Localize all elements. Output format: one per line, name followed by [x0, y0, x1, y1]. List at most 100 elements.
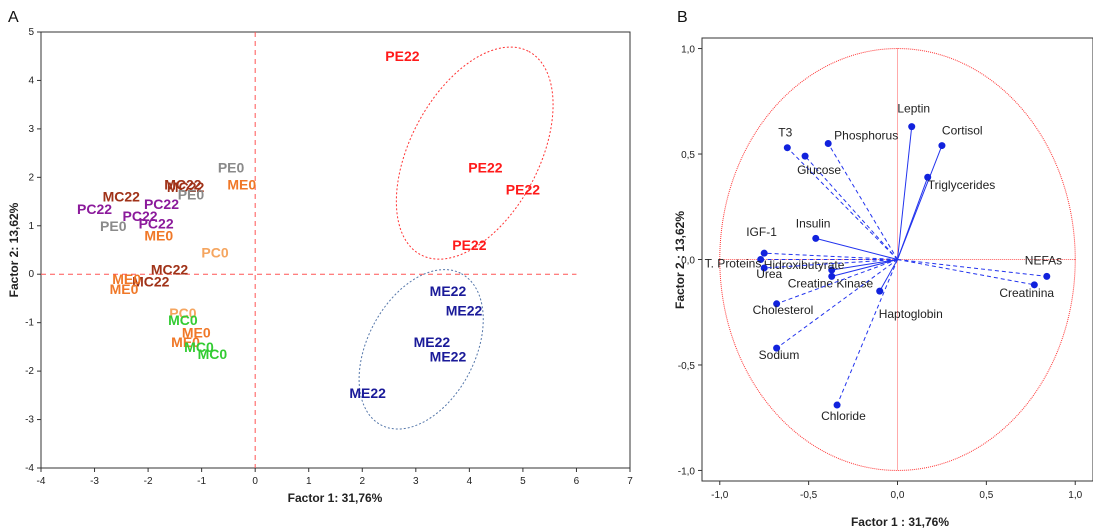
- variable-label: T. Proteins: [705, 257, 762, 271]
- variable-point: [908, 123, 916, 131]
- panel-a-y-axis-label: Factor 2: 13,62%: [7, 202, 21, 297]
- x-tick-label: -2: [144, 476, 153, 487]
- variable-label: Insulin: [796, 216, 831, 230]
- x-tick-label: 3: [413, 476, 419, 487]
- point-label: PC0: [201, 244, 228, 260]
- y-tick-label: 1: [28, 221, 34, 232]
- variable-point: [801, 152, 809, 160]
- panel-a-label: A: [8, 9, 19, 26]
- variable-point: [828, 272, 836, 280]
- panel-b-variable-plot: B -1,0 -0,5 0,0 0,5 1,0 -1,0 -0,5 0,0 0,5 1,0 T3 G…: [673, 9, 1093, 529]
- variable-label: T3: [778, 126, 792, 140]
- variable-vector: [827, 143, 898, 260]
- variable-point: [760, 264, 768, 272]
- variable-vector: [786, 147, 898, 260]
- point-label: ME0: [182, 324, 211, 340]
- y-tick-label: -3: [25, 415, 34, 426]
- x-tick-label: -1,0: [711, 490, 729, 501]
- x-tick-label: -0,5: [800, 490, 818, 501]
- x-tick-label: 1,0: [1068, 490, 1082, 501]
- point-label: MC0: [168, 312, 198, 328]
- x-tick-label: 1: [306, 476, 312, 487]
- variable-vector: [897, 259, 1035, 286]
- point-label: PC22: [123, 208, 158, 224]
- y-tick-label: 2: [28, 172, 34, 183]
- variable-vector: [897, 126, 913, 260]
- variable-label: IGF-1: [746, 225, 777, 239]
- variable-point: [783, 144, 791, 152]
- y-tick-label: -0,5: [678, 361, 696, 372]
- variable-label: Urea: [756, 267, 782, 281]
- x-tick-label: 0: [252, 476, 258, 487]
- y-tick-label: -1,0: [678, 466, 696, 477]
- x-tick-label: 7: [627, 476, 633, 487]
- panel-a-points: PE22PE22PE22PE22ME22ME22ME22ME22ME22PE0M…: [77, 48, 540, 401]
- variable-vector: [831, 259, 898, 271]
- y-tick-label: 4: [28, 75, 34, 86]
- variable-label: Triglycerides: [928, 178, 996, 192]
- point-label: MC22: [167, 179, 205, 195]
- x-tick-label: 0,0: [891, 490, 905, 501]
- variable-point: [757, 256, 765, 263]
- x-tick-label: 2: [359, 476, 365, 487]
- variable-vector: [815, 237, 898, 260]
- point-label: PE22: [468, 160, 502, 176]
- variable-label: Chloride: [821, 409, 866, 423]
- y-tick-label: -1: [25, 318, 34, 329]
- point-label: PE0: [218, 160, 245, 176]
- point-label: ME22: [349, 385, 386, 401]
- variable-label: Creatinina: [999, 286, 1054, 300]
- point-label: ME22: [446, 303, 483, 319]
- point-label: ME22: [430, 283, 467, 299]
- unit-circle: [719, 48, 1076, 471]
- variable-vector: [897, 177, 929, 260]
- point-label: ME0: [112, 271, 141, 287]
- variable-label: Phosphorus: [834, 128, 898, 142]
- variable-vector: [836, 259, 898, 406]
- variable-point: [824, 139, 832, 147]
- variable-vector: [879, 259, 898, 292]
- point-label: ME0: [110, 281, 139, 297]
- x-tick-label: 0,5: [979, 490, 993, 501]
- x-tick-label: -4: [37, 476, 46, 487]
- y-tick-label: 3: [28, 124, 34, 135]
- point-label: MC22: [132, 273, 170, 289]
- point-label: PC22: [144, 196, 179, 212]
- variable-vector: [831, 259, 898, 277]
- variable-label: Creatine Kinase: [788, 276, 874, 290]
- y-tick-label: 5: [28, 27, 34, 38]
- group-ellipse: [395, 46, 554, 260]
- variable-vector: [764, 252, 898, 260]
- panel-a-plot-frame: [40, 31, 631, 469]
- variable-label: Glucose: [797, 163, 841, 177]
- y-tick-label: -4: [25, 463, 34, 474]
- variable-label: Cortisol: [942, 124, 983, 138]
- y-tick-label: 0,0: [681, 256, 695, 267]
- x-tick-label: -3: [90, 476, 99, 487]
- x-tick-label: 4: [467, 476, 473, 487]
- panel-a-ticks: -4 -3 -2 -1 0 1 2 3 4 5 6 7 -4 -3 -2 -1 0 1 2 3 4 5: [25, 27, 633, 487]
- point-label: MC22: [151, 261, 189, 277]
- variable-label: Haptoglobin: [879, 307, 943, 321]
- point-label: ME0: [227, 177, 256, 193]
- point-label: MC0: [184, 339, 214, 355]
- panel-b-vectors: T3 Glucose Phosphorus Leptin Cortisol Triglyc…: [705, 102, 1062, 423]
- x-tick-label: 6: [574, 476, 580, 487]
- variable-vector: [776, 259, 898, 305]
- variable-label: Cholesterol: [753, 303, 814, 317]
- point-label: PE22: [385, 48, 419, 64]
- panel-b-y-axis-label: Factor 2 : 13,62%: [673, 211, 687, 309]
- variable-point: [812, 234, 820, 242]
- variable-label: Leptin: [897, 102, 930, 116]
- point-label: MC0: [198, 346, 228, 362]
- point-label: ME0: [171, 334, 200, 350]
- point-label: PE22: [452, 237, 486, 253]
- variable-label: NEFAs: [1025, 253, 1062, 267]
- point-label: ME22: [430, 349, 467, 365]
- variable-point: [938, 142, 946, 150]
- panel-b-ticks: -1,0 -0,5 0,0 0,5 1,0 -1,0 -0,5 0,0 0,5 1,0: [678, 45, 1083, 501]
- variable-point: [773, 300, 781, 308]
- panel-a-x-axis-label: Factor 1: 31,76%: [288, 491, 383, 505]
